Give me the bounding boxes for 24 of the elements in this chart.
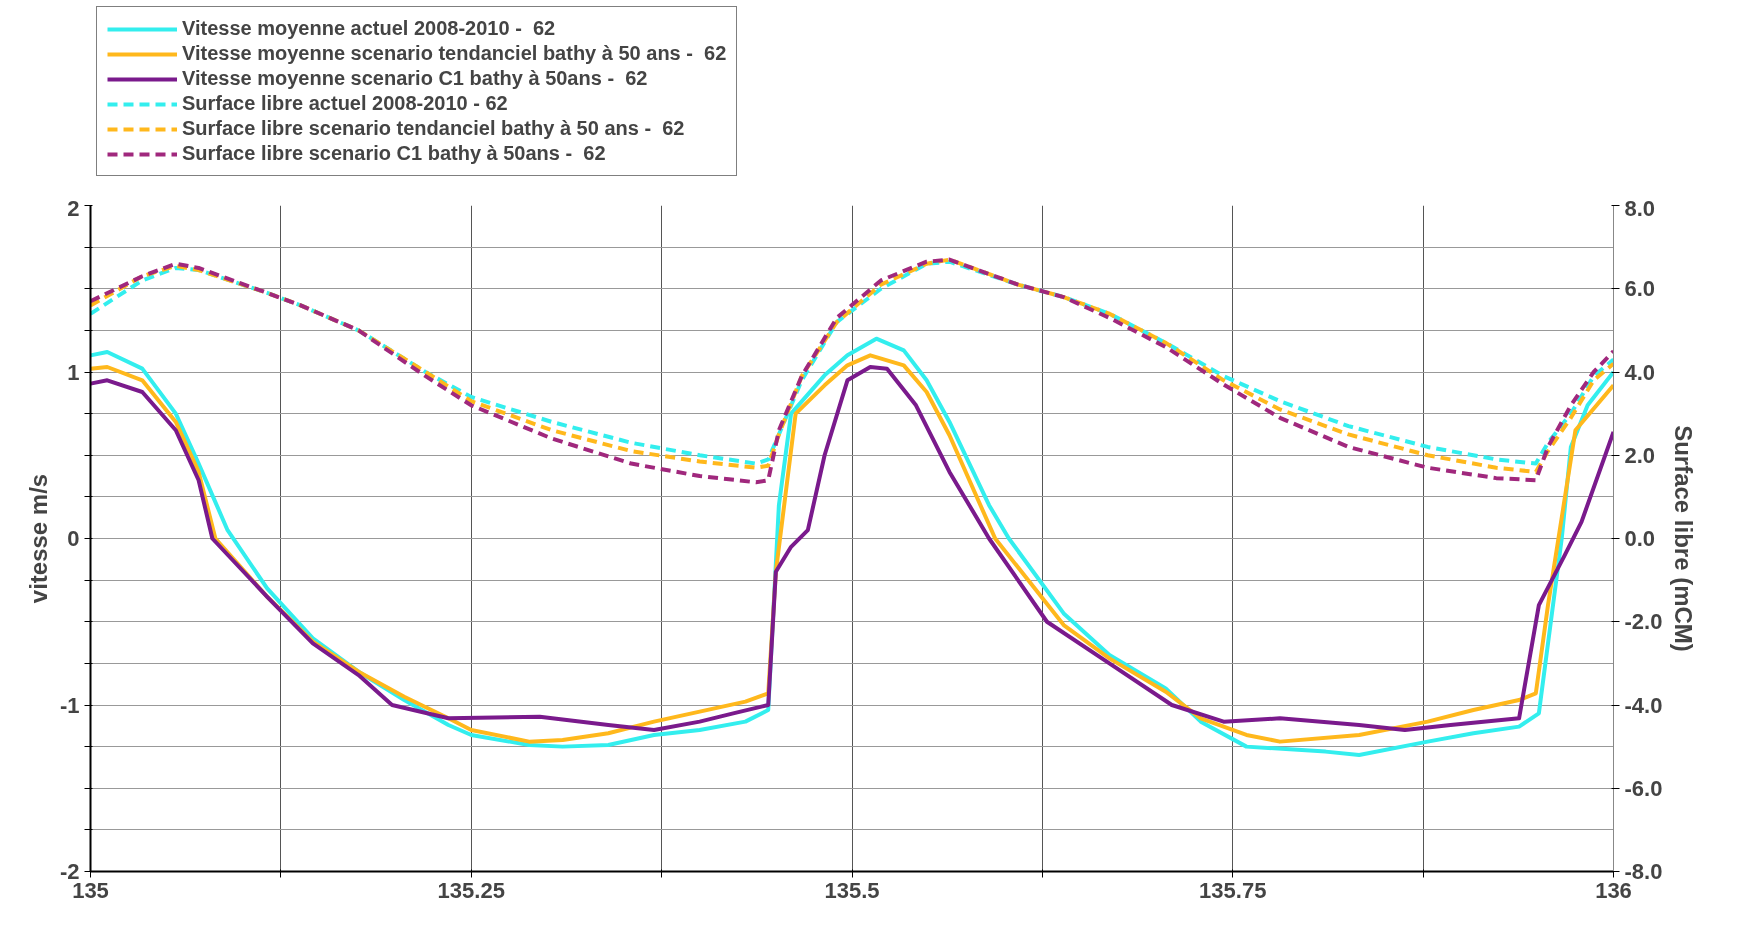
- y2-tick-label: 4.0: [1624, 359, 1656, 385]
- y2-tick-label: -2.0: [1624, 609, 1663, 635]
- legend-label: Vitesse moyenne scenario C1 bathy à 50ans - 62: [182, 67, 648, 90]
- legend-label: Vitesse moyenne actuel 2008-2010 - 62: [182, 17, 556, 40]
- x-tick-label: 135.5: [824, 877, 880, 903]
- legend-label: Surface libre scenario C1 bathy à 50ans - 62: [182, 142, 606, 165]
- y-tick-label: -2: [59, 859, 80, 884]
- y-tick-label: -1: [59, 692, 80, 718]
- y-tick-label: 2: [67, 195, 80, 221]
- x-tick-label: 135.75: [1199, 877, 1267, 903]
- x-tick-label: 135.25: [437, 877, 505, 903]
- y2-tick-label: 2.0: [1624, 442, 1656, 468]
- y2-tick-label: 6.0: [1624, 276, 1656, 302]
- y2-tick-label: 8.0: [1624, 195, 1656, 221]
- y2-axis-title: Surface libre (mCM): [1670, 425, 1698, 652]
- y2-tick-label: -6.0: [1624, 775, 1663, 801]
- y-tick-label: 0: [67, 526, 80, 551]
- y-axis-title: vitesse m/s: [24, 473, 52, 604]
- y2-tick-label: 0.0: [1624, 526, 1656, 551]
- legend-label: Vitesse moyenne scenario tendanciel bathy à 50 ans - 62: [182, 42, 727, 65]
- y2-tick-label: -4.0: [1624, 692, 1663, 718]
- y-tick-label: 1: [67, 359, 80, 385]
- legend-label: Surface libre scenario tendanciel bathy à 50 ans - 62: [182, 117, 685, 140]
- legend-label: Surface libre actuel 2008-2010 - 62: [182, 92, 508, 115]
